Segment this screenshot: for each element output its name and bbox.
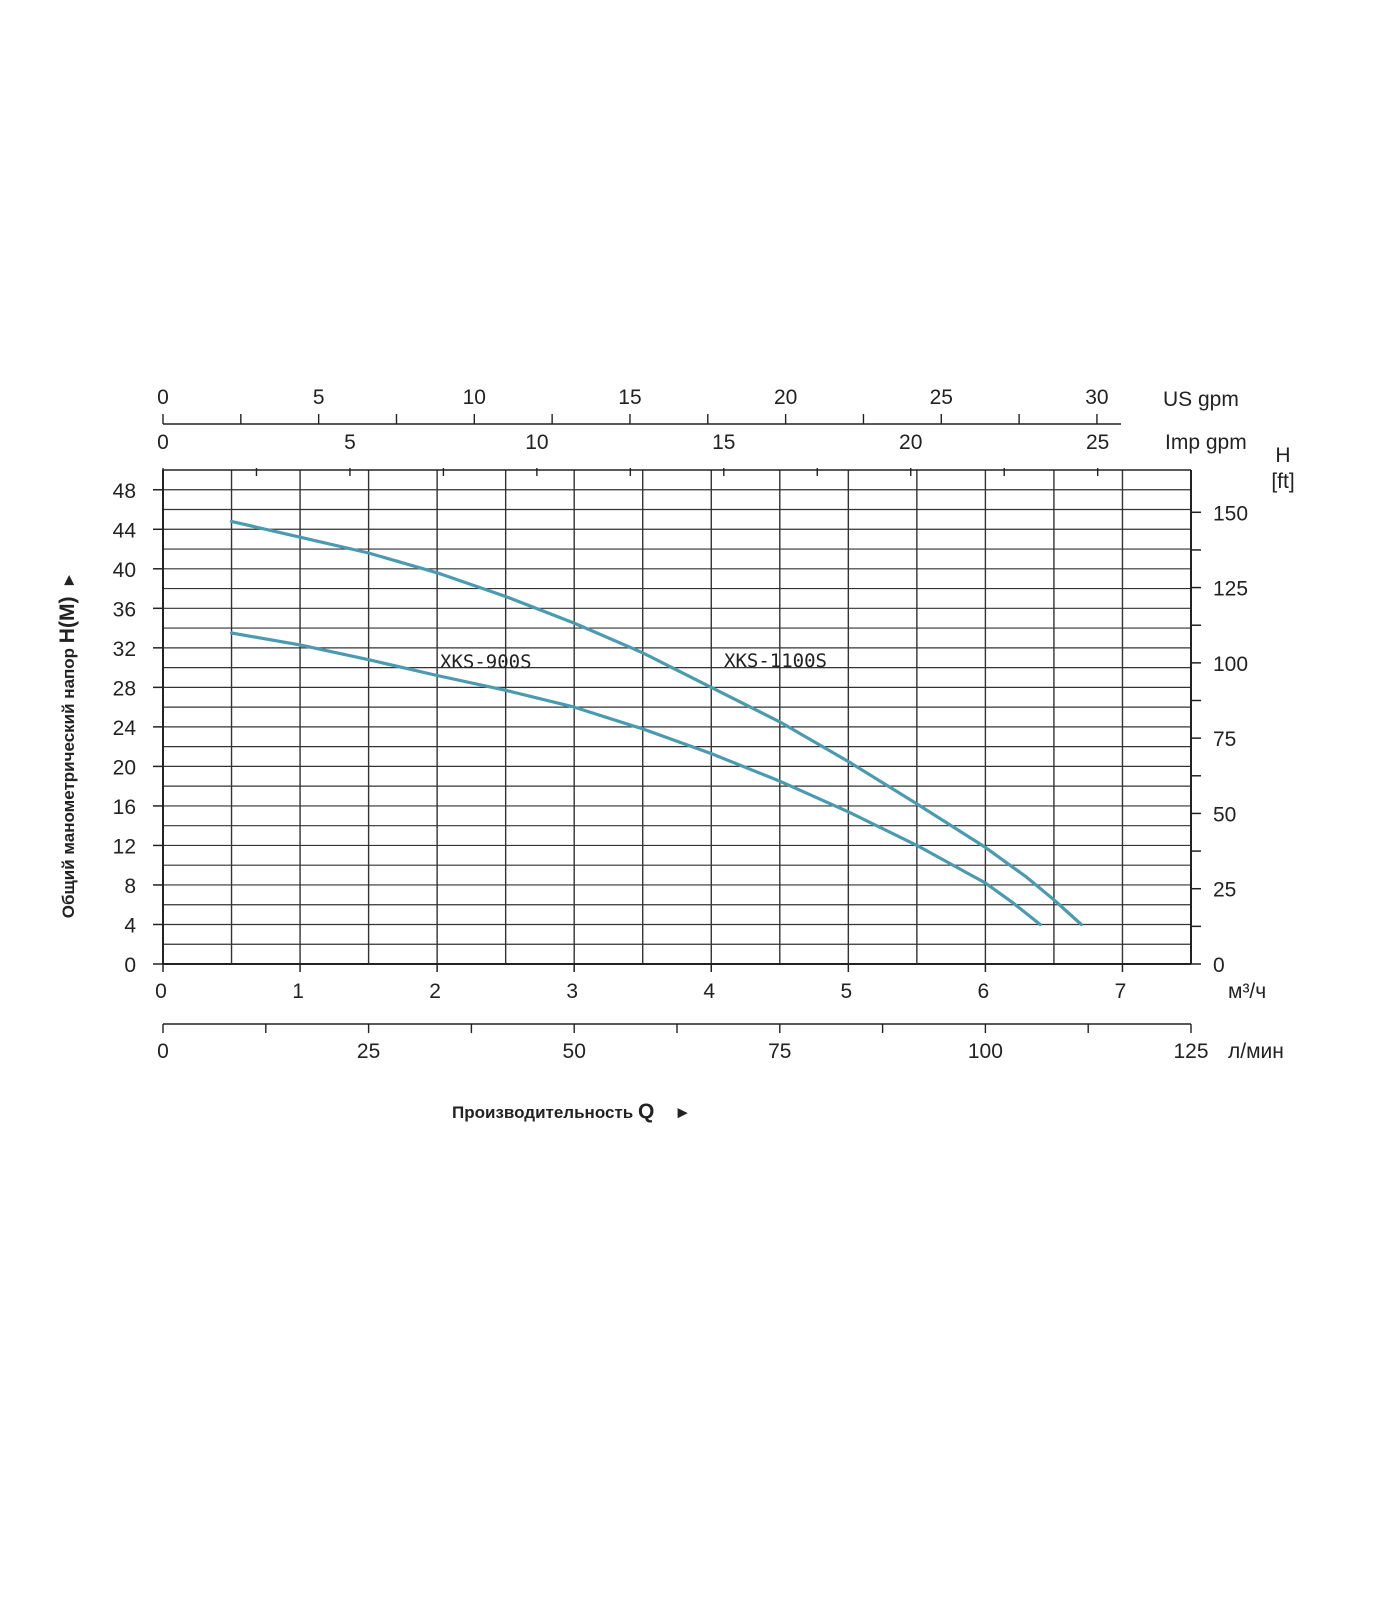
- ft-unit-label: [ft]: [1271, 470, 1294, 493]
- ft-tick-label: 150: [1213, 502, 1248, 525]
- y-tick-label: 0: [124, 954, 136, 977]
- y-tick-label: 20: [113, 756, 136, 779]
- y-tick-label: 28: [113, 677, 136, 700]
- y-tick-label: 16: [113, 796, 136, 819]
- us-gpm-unit-label: US gpm: [1163, 388, 1239, 411]
- l-min-tick-label: 0: [157, 1040, 169, 1063]
- y-tick-label: 8: [124, 875, 136, 898]
- us-gpm-tick-label: 0: [157, 386, 169, 409]
- x-tick-label: 1: [292, 980, 304, 1003]
- ft-tick-label: 100: [1213, 653, 1248, 676]
- l-min-tick-label: 100: [968, 1040, 1003, 1063]
- us-gpm-tick-label: 20: [774, 386, 797, 409]
- y-tick-label: 4: [124, 914, 136, 937]
- x-tick-label: 2: [429, 980, 441, 1003]
- imp-gpm-tick-label: 5: [344, 431, 356, 454]
- x-tick-label: 6: [978, 980, 990, 1003]
- us-gpm-tick-label: 30: [1085, 386, 1108, 409]
- y-tick-label: 24: [113, 717, 137, 740]
- ft-tick-label: 125: [1213, 578, 1248, 601]
- series-label-xks-1100s: XKS-1100S: [724, 650, 827, 672]
- ft-tick-label: 75: [1213, 728, 1236, 751]
- imp-gpm-tick-label: 15: [712, 431, 735, 454]
- y-tick-label: 36: [113, 598, 136, 621]
- x-tick-label: 3: [566, 980, 578, 1003]
- x-axis-title: Производительность Q ►: [452, 1100, 691, 1123]
- x-tick-label: 4: [703, 980, 715, 1003]
- series-line-xks-900s: [229, 631, 1042, 927]
- y-tick-label: 44: [113, 519, 137, 542]
- y-tick-label: 12: [113, 835, 136, 858]
- ft-tick-label: 0: [1213, 954, 1225, 977]
- x-tick-label: 7: [1115, 980, 1127, 1003]
- l-min-tick-label: 50: [563, 1040, 586, 1063]
- series-line-xks-1100s: [229, 519, 1083, 927]
- imp-gpm-unit-label: Imp gpm: [1165, 431, 1247, 454]
- imp-gpm-tick-label: 25: [1086, 431, 1109, 454]
- l-min-tick-label: 25: [357, 1040, 380, 1063]
- imp-gpm-tick-label: 0: [157, 431, 169, 454]
- series-label-xks-900s: XKS-900S: [440, 651, 532, 673]
- us-gpm-tick-label: 10: [463, 386, 486, 409]
- x-tick-label: 5: [840, 980, 852, 1003]
- l-min-unit-label: л/мин: [1228, 1040, 1284, 1063]
- ft-tick-label: 50: [1213, 803, 1236, 826]
- l-min-tick-label: 75: [768, 1040, 791, 1063]
- y-axis-title: Общий манометрический напор H(M)►: [56, 572, 79, 919]
- us-gpm-tick-label: 25: [930, 386, 953, 409]
- us-gpm-tick-label: 15: [618, 386, 641, 409]
- imp-gpm-tick-label: 20: [899, 431, 922, 454]
- y-tick-label: 48: [113, 480, 136, 503]
- y-tick-label: 32: [113, 638, 136, 661]
- x-unit-label: м³/ч: [1228, 980, 1266, 1003]
- us-gpm-tick-label: 5: [313, 386, 325, 409]
- l-min-tick-label: 125: [1173, 1040, 1208, 1063]
- x-tick-label: 0: [155, 980, 167, 1003]
- ft-unit-label: H: [1275, 444, 1290, 467]
- imp-gpm-tick-label: 10: [525, 431, 548, 454]
- y-tick-label: 40: [113, 559, 136, 582]
- ft-tick-label: 25: [1213, 879, 1236, 902]
